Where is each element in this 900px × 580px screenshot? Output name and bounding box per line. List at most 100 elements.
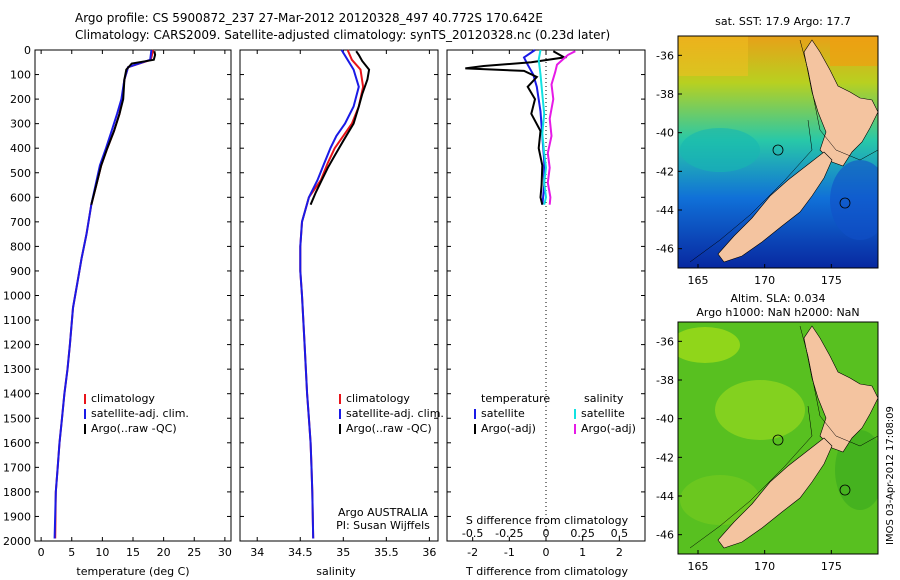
sst-warm-patch — [830, 36, 878, 66]
sst-map-ticks: 165 170 175 -36 -38 -40 -42 -44 -46 — [656, 49, 842, 287]
map-y-tick-label: -38 — [656, 374, 674, 387]
y-tick-label: 800 — [10, 240, 31, 253]
y-tick-label: 0 — [24, 44, 31, 57]
sst-cool-patch — [830, 160, 878, 240]
series-line — [465, 50, 568, 205]
sla-low-patch — [835, 430, 878, 510]
top-tick-label: 0.5 — [611, 527, 629, 540]
x-tick-label: 5 — [68, 546, 75, 559]
map-x-tick-label: 165 — [688, 274, 709, 287]
top-tick-label: 0 — [543, 527, 550, 540]
sst-map: sat. SST: 17.9 Argo: 17.7 165 170 175 -36 -3… — [656, 15, 879, 287]
series-line — [309, 50, 371, 206]
legend-label: satellite — [481, 407, 525, 420]
map-x-tick-label: 175 — [821, 274, 842, 287]
sla-high-patch — [715, 380, 805, 440]
y-tick-label: 1100 — [3, 314, 31, 327]
legend-header: salinity — [584, 392, 624, 405]
legend-label: satellite — [581, 407, 625, 420]
x-tick-label: 15 — [126, 546, 140, 559]
map-y-tick-label: -36 — [656, 335, 674, 348]
salinity-axes-frame — [239, 49, 439, 542]
x-tick-label: 1 — [579, 546, 586, 559]
y-tick-label: 1400 — [3, 388, 31, 401]
salinity-panel: 34 34.5 35 35.5 36 climatology satellite-adj.… — [239, 49, 444, 578]
map-x-tick-label: 170 — [754, 274, 775, 287]
top-tick-label: -0.25 — [495, 527, 523, 540]
legend-label: climatology — [91, 392, 155, 405]
header-title: Argo profile: CS 5900872_237 27-Mar-2012… — [75, 11, 543, 25]
x-tick-label: 30 — [218, 546, 232, 559]
x-tick-label: 0 — [38, 546, 45, 559]
sla-map-frame — [677, 321, 879, 555]
temperature-xlabel: temperature (deg C) — [76, 565, 189, 578]
y-tick-label: 1600 — [3, 437, 31, 450]
bathymetry-contour — [689, 405, 813, 549]
y-tick-label: 1000 — [3, 290, 31, 303]
temperature-legend: climatology satellite-adj. clim. Argo(..ra… — [84, 392, 189, 435]
legend-label: satellite-adj. clim. — [91, 407, 189, 420]
temperature-ticks: 0100200300400500600700800900100011001200… — [3, 44, 232, 559]
bathymetry-contour — [799, 325, 878, 447]
map-y-tick-label: -44 — [656, 204, 674, 217]
difference-axes-frame — [446, 49, 646, 542]
series-line — [546, 50, 576, 205]
legend-label: satellite-adj. clim. — [346, 407, 444, 420]
map-x-tick-label: 175 — [821, 560, 842, 573]
x-tick-label: 34.5 — [288, 546, 313, 559]
sla-high-patch — [678, 327, 740, 363]
salinity-legend: climatology satellite-adj. clim. Argo(..ra… — [339, 392, 444, 435]
difference-top-xlabel: S difference from climatology — [466, 514, 629, 527]
float-position-marker — [772, 144, 784, 156]
salinity-ticks: 34 34.5 35 35.5 36 — [240, 49, 438, 559]
difference-legend: temperature salinity satellite Argo(-adj) sa… — [474, 392, 636, 435]
legend-header: temperature — [481, 392, 550, 405]
y-tick-label: 1300 — [3, 363, 31, 376]
y-tick-label: 1800 — [3, 486, 31, 499]
x-tick-label: -2 — [467, 546, 478, 559]
y-tick-label: 1900 — [3, 510, 31, 523]
salinity-lines — [299, 49, 371, 539]
difference-ticks: -2 -1 0 1 2 -0.5 -0.25 0 0.25 0.5 — [447, 49, 645, 559]
contour-circle — [839, 484, 851, 496]
y-tick-label: 600 — [10, 191, 31, 204]
map-y-tick-label: -46 — [656, 243, 674, 256]
bathymetry-contour — [689, 119, 813, 263]
south-island-shape — [717, 151, 833, 263]
series-line — [299, 49, 360, 539]
y-tick-label: 900 — [10, 265, 31, 278]
y-tick-label: 400 — [10, 142, 31, 155]
series-line — [90, 51, 157, 205]
imos-timestamp: IMOS 03-Apr-2012 17:08:09 — [885, 406, 896, 545]
map-x-tick-label: 165 — [688, 560, 709, 573]
bathymetry-contour — [799, 39, 878, 161]
legend-label: Argo(..raw -QC) — [91, 422, 177, 435]
x-tick-label: 10 — [95, 546, 109, 559]
sla-patch — [680, 475, 760, 525]
difference-xlabel: T difference from climatology — [465, 565, 628, 578]
x-tick-label: 34 — [250, 546, 264, 559]
series-line — [53, 49, 153, 539]
temperature-lines — [53, 49, 157, 539]
map-y-tick-label: -44 — [656, 490, 674, 503]
x-tick-label: -1 — [504, 546, 515, 559]
map-y-tick-label: -36 — [656, 49, 674, 62]
x-tick-label: 20 — [157, 546, 171, 559]
temperature-axes-frame — [34, 49, 232, 542]
sst-cool-patch — [680, 128, 760, 172]
y-tick-label: 1500 — [3, 412, 31, 425]
y-tick-label: 1200 — [3, 339, 31, 352]
map-y-tick-label: -42 — [656, 165, 674, 178]
legend-label: Argo(..raw -QC) — [346, 422, 432, 435]
top-tick-label: -0.5 — [462, 527, 483, 540]
header-subtitle: Climatology: CARS2009. Satellite-adjuste… — [75, 28, 610, 42]
sst-map-title: sat. SST: 17.9 Argo: 17.7 — [715, 15, 851, 28]
x-tick-label: 25 — [187, 546, 201, 559]
y-tick-label: 500 — [10, 167, 31, 180]
map-y-tick-label: -40 — [656, 413, 674, 426]
x-tick-label: 35.5 — [374, 546, 399, 559]
x-tick-label: 2 — [616, 546, 623, 559]
y-tick-label: 100 — [10, 69, 31, 82]
sla-map: Altim. SLA: 0.034 Argo h1000: NaN h2000:… — [656, 292, 879, 573]
